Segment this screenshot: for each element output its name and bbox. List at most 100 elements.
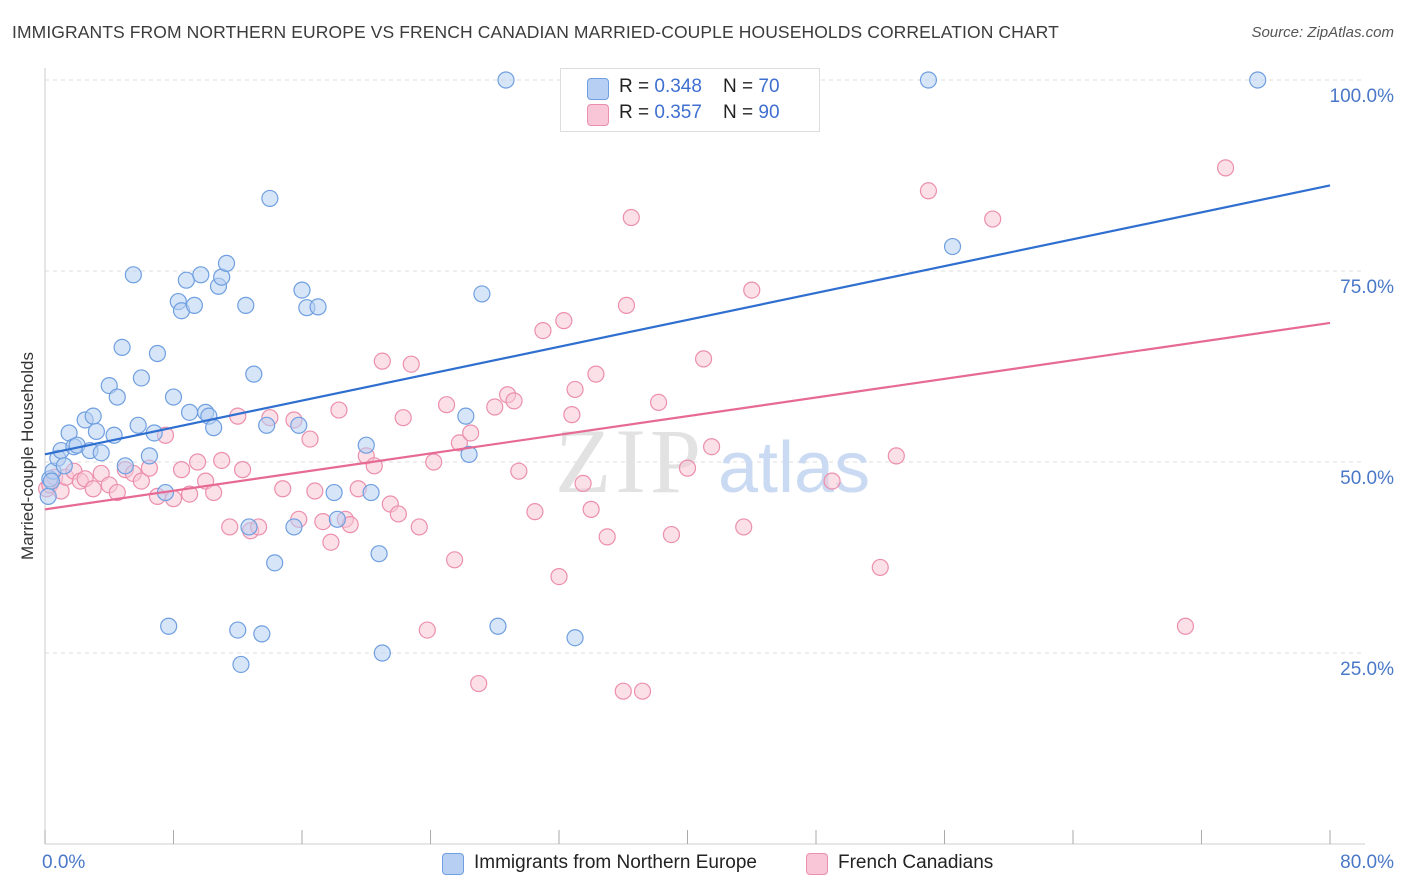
legend-r-value-blue: 0.348 [654,76,702,97]
data-point-pink-76 [662,525,681,544]
data-point-blue-58 [370,545,388,563]
trendline-blue [44,184,1331,456]
data-point-pink-89 [1216,159,1235,177]
correlation-legend: R = 0.348 N = 70 R = 0.357 N = 90 [560,68,820,132]
data-point-pink-66 [566,380,584,399]
data-point-pink-60 [510,462,528,480]
data-point-pink-84 [871,558,889,577]
data-point-pink-63 [550,567,568,586]
data-point-blue-56 [357,436,375,454]
data-point-pink-44 [373,352,391,370]
y-tick-label-25: 25.0% [1340,659,1394,680]
data-point-blue-46 [258,416,276,434]
data-point-blue-16 [108,388,126,406]
data-point-pink-20 [180,485,199,503]
data-point-blue-44 [245,365,263,383]
data-point-pink-74 [633,682,652,700]
legend-n-value-pink: 90 [758,102,780,123]
data-point-pink-24 [213,451,231,470]
data-point-blue-48 [266,554,284,572]
data-point-pink-72 [617,296,636,314]
data-point-blue-60 [457,407,475,425]
data-point-pink-70 [598,528,616,546]
data-point-blue-69 [42,472,61,490]
data-point-blue-59 [373,644,391,662]
data-point-blue-53 [309,298,327,316]
data-point-pink-21 [188,453,207,471]
data-point-blue-67 [943,237,962,256]
data-point-pink-37 [322,533,340,551]
data-point-blue-49 [285,518,303,536]
data-point-blue-39 [217,254,236,272]
trendlines [44,184,1331,511]
data-point-pink-88 [1176,617,1195,635]
data-point-pink-8 [84,480,102,498]
data-point-blue-5 [55,457,73,475]
data-point-pink-55 [462,424,480,442]
series-french-canadians-points [38,71,1235,700]
legend-r-value-pink: 0.357 [654,102,702,123]
data-point-blue-47 [261,189,279,208]
data-point-blue-54 [325,483,343,502]
data-point-pink-81 [743,281,761,299]
data-point-pink-67 [574,474,592,492]
data-point-pink-80 [735,518,753,536]
data-point-pink-85 [887,447,905,465]
data-point-blue-12 [87,422,106,441]
data-point-blue-61 [460,445,478,463]
data-point-pink-25 [221,518,239,536]
data-point-blue-22 [140,447,159,465]
y-axis-title: Married-couple Households [18,352,37,560]
data-point-pink-35 [306,482,324,500]
data-point-pink-71 [614,682,632,700]
data-point-pink-23 [205,483,223,502]
legend-text-blue: R = 0.348 N = 70 [619,76,780,98]
legend-r-label: R = [619,76,655,97]
data-point-pink-50 [418,621,436,639]
data-point-blue-65 [566,629,584,647]
chart-title: IMMIGRANTS FROM NORTHERN EUROPE VS FRENC… [12,22,1059,42]
data-point-pink-36 [314,512,332,531]
data-point-blue-66 [919,71,938,89]
data-point-blue-45 [253,625,271,643]
data-point-pink-62 [534,321,552,340]
data-point-blue-68 [1249,71,1267,89]
data-point-blue-30 [177,271,195,289]
legend-r-label: R = [619,102,655,123]
data-point-blue-32 [185,296,203,314]
data-point-pink-52 [437,396,456,414]
data-point-pink-87 [984,210,1002,228]
data-point-pink-79 [702,438,721,456]
data-point-pink-48 [402,355,420,373]
data-point-blue-19 [124,266,142,284]
data-point-pink-68 [582,500,600,518]
legend-label-french-canadians: French Canadians [838,852,994,873]
data-point-blue-20 [129,416,147,434]
data-point-pink-49 [410,518,428,536]
data-point-blue-50 [290,416,308,434]
data-point-blue-13 [92,444,110,462]
data-point-pink-46 [389,505,407,523]
data-point-pink-27 [233,461,252,479]
watermark-zip: ZIP [555,410,705,512]
data-point-pink-83 [823,472,841,490]
data-point-pink-31 [274,480,292,498]
data-point-blue-57 [362,483,380,502]
legend-swatch-pink [806,853,828,875]
data-point-pink-69 [587,365,605,383]
data-point-blue-64 [497,71,515,89]
data-point-blue-42 [237,296,255,314]
data-point-blue-43 [240,518,258,536]
data-point-pink-47 [394,409,412,427]
data-point-pink-78 [694,350,713,368]
data-point-pink-54 [450,434,469,452]
legend-n-label: N = [723,76,759,97]
legend-n-value-blue: 70 [758,76,780,97]
data-point-pink-65 [563,406,581,424]
data-point-pink-34 [301,430,319,448]
gridlines [45,79,1365,654]
legend-swatch-pink [587,104,609,126]
data-point-blue-33 [192,266,210,284]
data-point-blue-11 [84,407,102,425]
